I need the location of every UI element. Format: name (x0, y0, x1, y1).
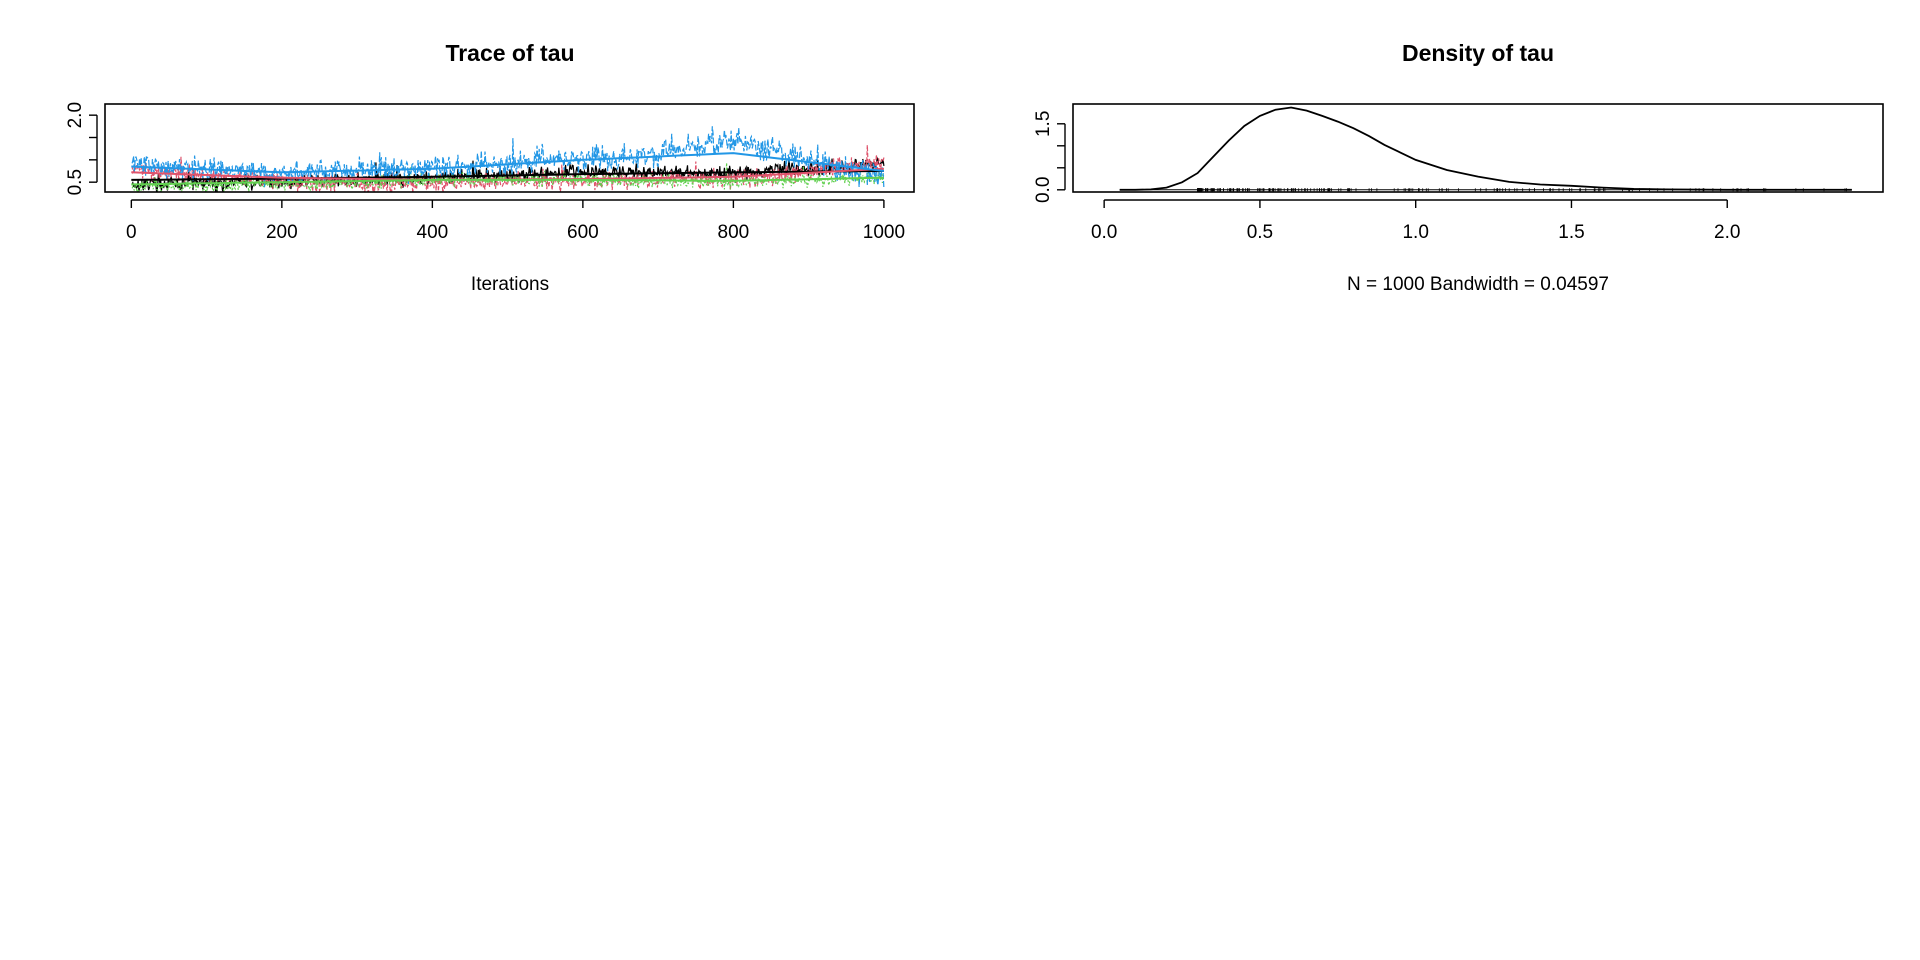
density-title: Density of tau (1402, 40, 1554, 66)
x-tick-label: 1000 (863, 222, 905, 243)
density-x-label: N = 1000 Bandwidth = 0.04597 (1347, 274, 1609, 295)
trace-series-2 (131, 145, 885, 192)
trace-plot-frame (104, 103, 915, 193)
trace-y-axis: 0.5 2.0 (65, 102, 98, 195)
trace-smooth-4 (131, 152, 885, 174)
trace-smooth-3 (131, 176, 884, 186)
y-tick-label: 0.0 (1033, 177, 1054, 203)
density-curve (1119, 106, 1852, 191)
density-plot-frame (1072, 103, 1884, 193)
x-tick-label: 800 (718, 222, 750, 243)
trace-x-axis: 0 200 400 600 800 1000 (126, 199, 905, 243)
x-tick-label: 600 (567, 222, 599, 243)
y-tick-label: 2.0 (65, 102, 86, 128)
x-tick-label: 1.5 (1558, 222, 1584, 243)
trace-smooth-1 (131, 170, 884, 181)
trace-plot: Trace of tau 0 200 400 600 800 1000 0.5 2.0 It… (65, 40, 915, 295)
density-plot: Density of tau 0.0 0.5 1.0 1.5 2.0 0.0 1.5 N … (1033, 40, 1884, 295)
density-x-axis: 0.0 0.5 1.0 1.5 2.0 (1091, 199, 1740, 243)
density-curve-layer (1119, 106, 1852, 192)
trace-title: Trace of tau (445, 40, 574, 66)
trace-series-clip (131, 126, 885, 192)
x-tick-label: 200 (266, 222, 298, 243)
x-tick-label: 0.0 (1091, 222, 1117, 243)
trace-series-layer (131, 126, 885, 192)
x-tick-label: 0.5 (1247, 222, 1273, 243)
density-y-axis: 0.0 1.5 (1033, 111, 1066, 203)
trace-x-label: Iterations (471, 274, 549, 295)
x-tick-label: 400 (417, 222, 449, 243)
x-tick-label: 0 (126, 222, 137, 243)
x-tick-label: 2.0 (1714, 222, 1740, 243)
x-tick-label: 1.0 (1402, 222, 1428, 243)
y-tick-label: 0.5 (65, 169, 86, 195)
y-tick-label: 1.5 (1033, 111, 1054, 137)
